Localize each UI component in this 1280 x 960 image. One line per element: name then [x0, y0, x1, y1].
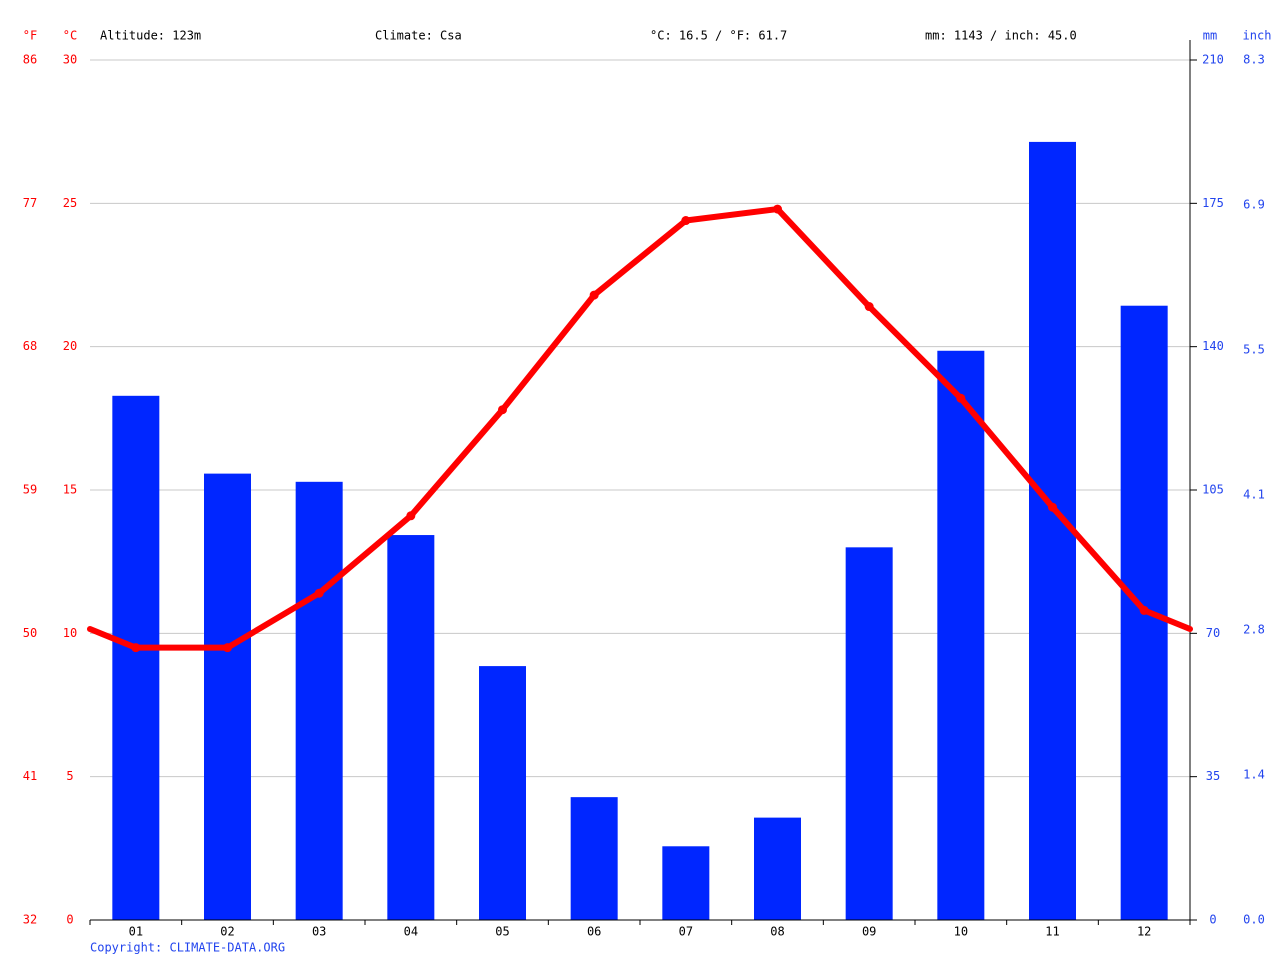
bar — [662, 846, 710, 920]
altitude: Altitude: 123m — [100, 29, 201, 43]
fahrenheit-tick-label: 77 — [23, 196, 37, 210]
fahrenheit-tick-label: 50 — [23, 626, 37, 640]
bar — [295, 481, 343, 920]
fahrenheit-tick-label: 86 — [23, 53, 37, 67]
y-tick-label: 25 — [63, 196, 77, 210]
x-tick-label: 06 — [587, 925, 601, 939]
y-tick-label: 10 — [63, 626, 77, 640]
bar — [845, 547, 893, 920]
x-tick-label: 03 — [312, 925, 326, 939]
inch-tick-label: 2.8 — [1243, 622, 1265, 636]
copyright: Copyright: CLIMATE-DATA.ORG — [90, 941, 285, 955]
line-point — [406, 511, 416, 521]
line-point — [1048, 502, 1057, 512]
line-point — [589, 290, 599, 300]
y-tick-label: 15 — [63, 483, 77, 497]
y2-tick-label: 140 — [1202, 339, 1224, 353]
bar — [1029, 141, 1076, 920]
fahrenheit-unit: °F — [23, 29, 37, 43]
line-wrap — [87, 626, 139, 651]
climate: Climate: Csa — [375, 29, 462, 43]
fahrenheit-tick-label: 68 — [23, 339, 37, 353]
y2-tick-label: 70 — [1206, 626, 1220, 640]
y2-tick-label: 35 — [1206, 769, 1220, 783]
bar — [937, 350, 985, 920]
precipitation-summary: mm: 1143 / inch: 45.0 — [925, 29, 1077, 43]
y-tick-label: 0 — [66, 913, 73, 927]
temperature-summary: °C: 16.5 / °F: 61.7 — [650, 29, 787, 43]
line-point — [498, 405, 507, 415]
x-tick-label: 04 — [404, 925, 418, 939]
bar — [754, 817, 801, 920]
x-tick-label: 01 — [129, 925, 143, 939]
bar — [112, 395, 160, 920]
line-point — [314, 588, 324, 598]
inch-tick-label: 5.5 — [1243, 343, 1265, 357]
y2-tick-label: 175 — [1202, 196, 1224, 210]
x-tick-label: 05 — [495, 925, 509, 939]
x-tick-label: 09 — [862, 925, 876, 939]
y2-tick-label: 210 — [1202, 53, 1224, 67]
inch-tick-label: 6.9 — [1243, 198, 1265, 212]
y2-tick-label: 105 — [1202, 483, 1224, 497]
x-tick-label: 07 — [679, 925, 693, 939]
line-wrap — [1141, 607, 1193, 633]
inch-unit: inch — [1243, 29, 1272, 43]
fahrenheit-tick-label: 32 — [23, 913, 37, 927]
inch-tick-label: 8.3 — [1243, 53, 1265, 67]
line-point — [681, 216, 691, 226]
line-point — [864, 302, 874, 312]
line-point — [773, 204, 782, 214]
y2-tick-label: 0 — [1209, 913, 1216, 927]
y-tick-label: 30 — [63, 53, 77, 67]
mm-unit: mm — [1203, 29, 1217, 43]
temperature-line — [135, 206, 1147, 651]
x-tick-label: 08 — [770, 925, 784, 939]
bar — [479, 666, 526, 920]
fahrenheit-tick-label: 59 — [23, 483, 37, 497]
x-tick-label: 12 — [1137, 925, 1151, 939]
celsius-unit: °C — [63, 29, 77, 43]
inch-tick-label: 1.4 — [1243, 767, 1265, 781]
bar — [204, 473, 251, 920]
y-tick-label: 5 — [66, 769, 73, 783]
fahrenheit-tick-label: 41 — [23, 769, 37, 783]
y-tick-label: 20 — [63, 339, 77, 353]
x-tick-label: 02 — [220, 925, 234, 939]
x-tick-label: 10 — [954, 925, 968, 939]
bar — [387, 535, 435, 920]
line-point — [1139, 605, 1149, 615]
bar — [570, 797, 618, 920]
line-point — [131, 643, 141, 653]
inch-tick-label: 4.1 — [1243, 488, 1265, 502]
inch-tick-label: 0.0 — [1243, 913, 1265, 927]
x-tick-label: 11 — [1045, 925, 1059, 939]
line-point — [223, 643, 232, 653]
line-point — [956, 393, 966, 403]
